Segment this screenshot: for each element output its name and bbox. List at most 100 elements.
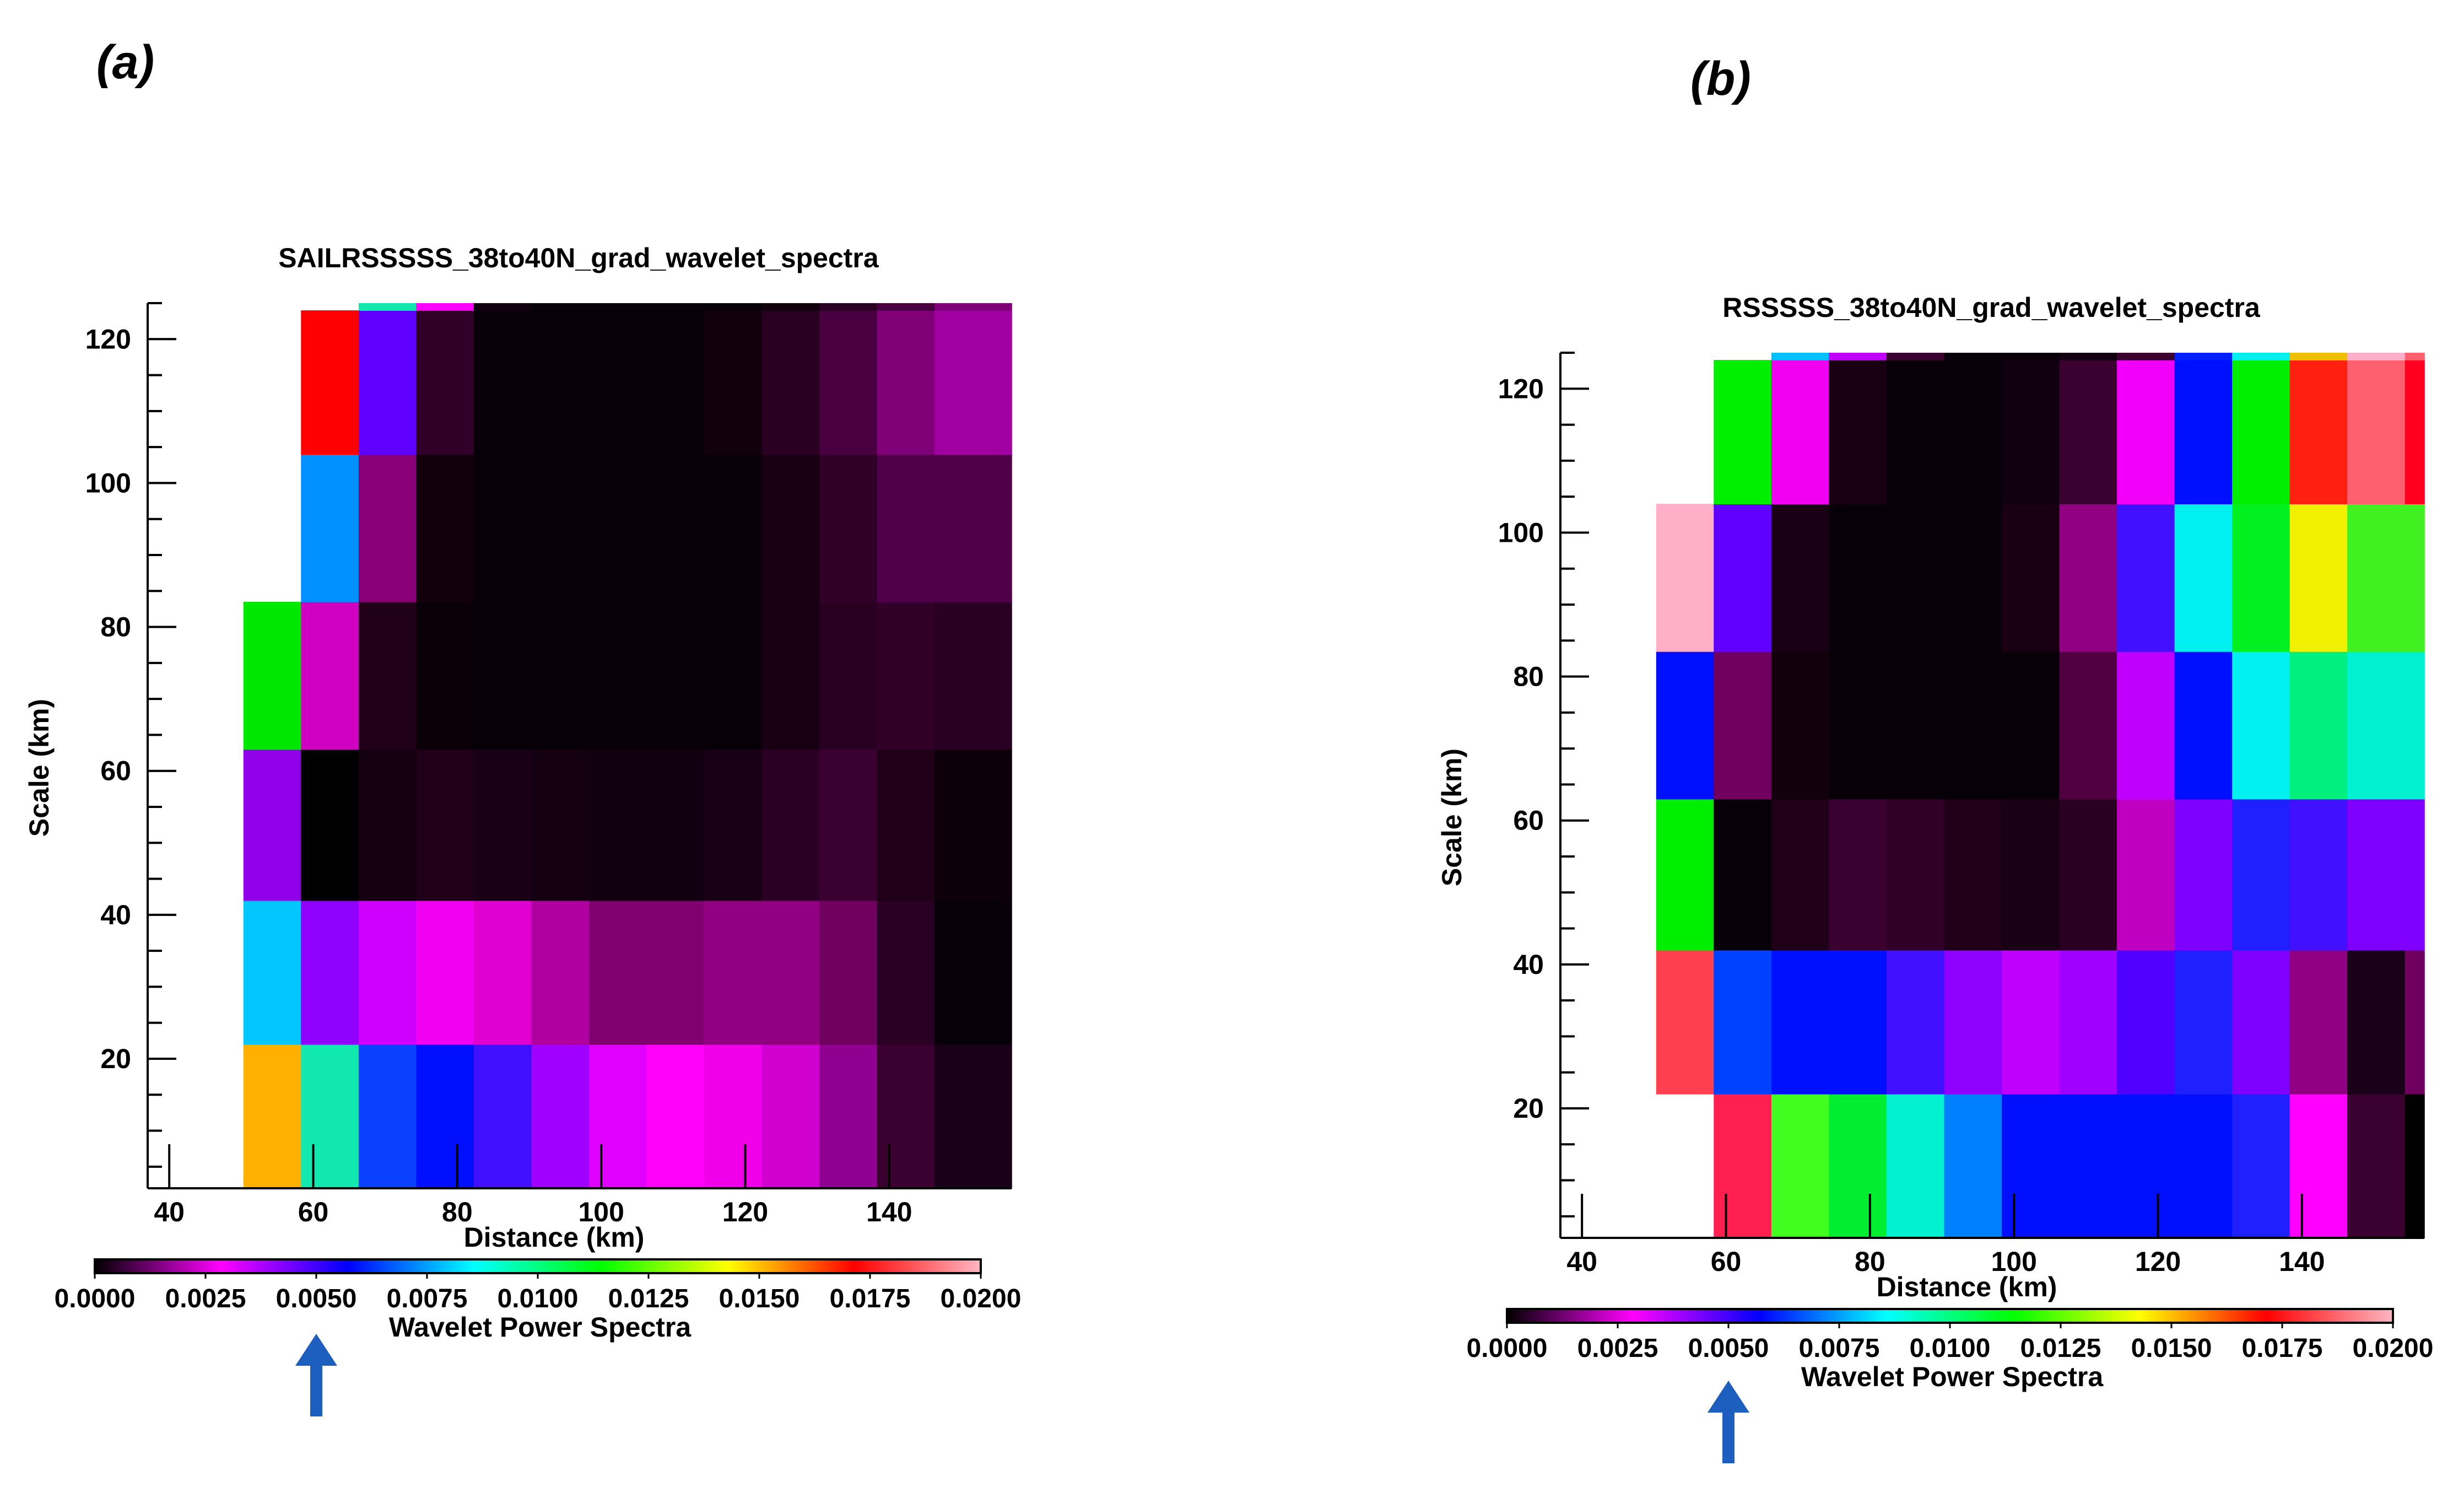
heatmap-cell — [301, 454, 359, 602]
heatmap-cell — [934, 454, 1012, 602]
y-tick-label: 20 — [1513, 1093, 1544, 1124]
heatmap-cell — [1714, 1093, 1772, 1238]
colorbar-tick-label: 0.0050 — [276, 1284, 357, 1313]
heatmap-cell — [2347, 504, 2406, 652]
heatmap-cell — [416, 900, 474, 1045]
heatmap-cell — [2174, 1093, 2233, 1238]
colorbar-title: Wavelet Power Spectra — [389, 1312, 692, 1343]
heatmap-cell — [2347, 360, 2406, 504]
heatmap-cell — [761, 303, 820, 311]
heatmap-cell — [2289, 950, 2348, 1095]
heatmap-cell — [2404, 950, 2425, 1095]
heatmap-cell — [2232, 799, 2290, 951]
heatmap-cell — [416, 303, 474, 311]
heatmap-cell — [531, 310, 590, 455]
heatmap-cell — [877, 900, 935, 1045]
heatmap-cell — [1714, 651, 1772, 800]
heatmap-cell — [589, 749, 647, 901]
heatmap-cell — [646, 454, 705, 602]
heatmap-cell — [358, 900, 417, 1045]
heatmap-cell — [704, 900, 763, 1045]
y-axis-label: Scale (km) — [1436, 748, 1467, 886]
heatmap-cell — [1829, 950, 1887, 1095]
heatmap-cell — [2347, 799, 2406, 951]
heatmap-cell — [1714, 504, 1772, 652]
heatmap-cell — [416, 1044, 474, 1189]
heatmap-cell — [877, 454, 935, 602]
heatmap-cell — [2232, 504, 2290, 652]
heatmap-cell — [243, 749, 302, 901]
heatmap-cell — [1944, 353, 2002, 360]
colorbar-tick-label: 0.0125 — [608, 1284, 689, 1313]
heatmap-cell — [934, 310, 1012, 455]
heatmap-cell — [761, 601, 820, 750]
heatmap-cell — [1886, 353, 1945, 360]
heatmap-cell — [2232, 360, 2290, 504]
heatmap-cell — [589, 303, 647, 311]
colorbar-tick-label: 0.0075 — [387, 1284, 468, 1313]
chart-title: RSSSSS_38to40N_grad_wavelet_spectra — [1722, 292, 2261, 323]
heatmap-cell — [301, 749, 359, 901]
heatmap-cell — [2289, 360, 2348, 504]
heatmap-cell — [2347, 1093, 2406, 1238]
heatmap-cell — [761, 1044, 820, 1189]
heatmap-cell — [2117, 504, 2175, 652]
x-tick-label: 140 — [2279, 1246, 2325, 1277]
heatmap-cell — [2002, 353, 2060, 360]
heatmap-cell — [358, 454, 417, 602]
heatmap-cell — [2059, 950, 2117, 1095]
chart-panel-b: (b) RSSSSS_38to40N_grad_wavelet_spectra 20… — [1436, 52, 2433, 1463]
x-tick-label: 60 — [1711, 1246, 1742, 1277]
heatmap-cell — [358, 1044, 417, 1189]
heatmap-cell — [473, 310, 532, 455]
heatmap-cell — [1714, 950, 1772, 1095]
y-tick-label: 60 — [1513, 805, 1544, 836]
arrow-shaft — [310, 1360, 322, 1416]
heatmap-cell — [2404, 1093, 2425, 1238]
y-axis-label: Scale (km) — [24, 699, 55, 837]
heatmap-cells — [243, 303, 1012, 1189]
heatmap-cell — [877, 601, 935, 750]
heatmap-cell — [358, 601, 417, 750]
heatmap-cell — [301, 900, 359, 1045]
heatmap-cell — [1656, 651, 1715, 800]
heatmap-cell — [2002, 504, 2060, 652]
x-axis-label: Distance (km) — [1877, 1272, 2057, 1302]
heatmap-cell — [589, 454, 647, 602]
heatmap-cell — [1886, 504, 1945, 652]
heatmap-cell — [2289, 504, 2348, 652]
colorbar-tick-label: 0.0025 — [165, 1284, 246, 1313]
colorbar-tick-label: 0.0075 — [1799, 1334, 1880, 1363]
heatmap-cell — [2059, 353, 2117, 360]
heatmap-cell — [2404, 651, 2425, 800]
heatmap-cells — [1656, 353, 2425, 1238]
heatmap-cell — [704, 749, 763, 901]
heatmap-cell — [473, 749, 532, 901]
heatmap-cell — [2289, 1093, 2348, 1238]
heatmap-cell — [2117, 1093, 2175, 1238]
x-tick-label: 60 — [298, 1197, 329, 1227]
heatmap-cell — [646, 900, 705, 1045]
heatmap-cell — [473, 601, 532, 750]
heatmap-cell — [1656, 799, 1715, 951]
heatmap-cell — [2404, 360, 2425, 504]
heatmap-cell — [2174, 950, 2233, 1095]
heatmap-cell — [2117, 799, 2175, 951]
heatmap-cell — [2347, 651, 2406, 800]
heatmap-cell — [2059, 360, 2117, 504]
heatmap-cell — [934, 900, 1012, 1045]
heatmap-cell — [416, 454, 474, 602]
heatmap-cell — [2347, 353, 2406, 360]
heatmap-cell — [589, 1044, 647, 1189]
heatmap-cell — [1886, 1093, 1945, 1238]
heatmap-cell — [2059, 651, 2117, 800]
heatmap-cell — [704, 1044, 763, 1189]
heatmap-cell — [243, 601, 302, 750]
heatmap-cell — [819, 1044, 878, 1189]
x-tick-label: 100 — [1991, 1246, 2036, 1277]
heatmap-cell — [704, 601, 763, 750]
heatmap-cell — [761, 900, 820, 1045]
chart-panel-a: (a) SAILRSSSSS_38to40N_grad_wavelet_spect… — [24, 36, 1021, 1416]
colorbar-tick-label: 0.0000 — [55, 1284, 136, 1313]
heatmap-cell — [2174, 504, 2233, 652]
